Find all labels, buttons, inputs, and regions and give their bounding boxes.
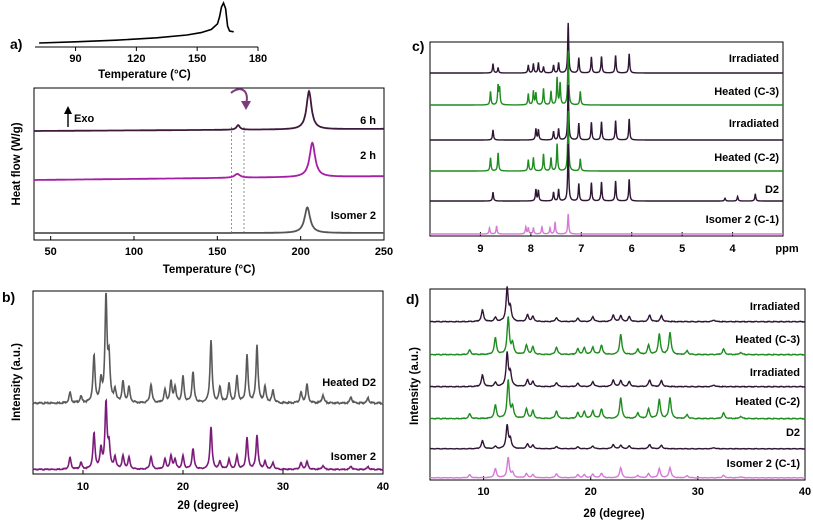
panel-d-y-axis-title: Intensity (a.u.) bbox=[409, 347, 421, 425]
panel-a-dsc: 50 100 150 200 250 Temperature (°C) Heat flow … bbox=[11, 87, 393, 276]
nmr-curve-5 bbox=[430, 213, 783, 235]
panel-c-x-tick-label-7: 7 bbox=[578, 243, 584, 255]
panel-a-x-tick-label-250: 250 bbox=[375, 246, 393, 258]
pxrd-d-curve-3 bbox=[429, 379, 806, 420]
curved-arrow-head bbox=[241, 101, 251, 110]
panel-a-frame bbox=[33, 87, 385, 241]
panel-b-frame bbox=[32, 290, 384, 475]
pxrd-b-label-isomer-2: Isomer 2 bbox=[331, 451, 376, 463]
pxrd-d-curve-4 bbox=[429, 424, 806, 450]
panel-a-x-axis-title: Temperature (°C) bbox=[163, 264, 256, 276]
pxrd-d-curve-0 bbox=[429, 286, 806, 324]
nmr-label-5: Isomer 2 (C-1) bbox=[706, 214, 780, 226]
dsc-label-2-h: 2 h bbox=[360, 150, 376, 162]
panel-c-frame bbox=[429, 41, 784, 237]
nmr-curve-1 bbox=[430, 50, 783, 106]
panel-d-x-axis-title: 2θ (degree) bbox=[583, 508, 644, 520]
panel-c-x-tick-label-8: 8 bbox=[528, 243, 534, 255]
nmr-label-0: Irradiated bbox=[729, 53, 779, 65]
panel-d-x-tick-label-30: 30 bbox=[692, 486, 704, 498]
panel-d-label: d) bbox=[406, 291, 419, 307]
inset-x-tick-label-120: 120 bbox=[127, 53, 145, 65]
panel-b-pxrd: b) 10 20 30 40 2θ (degree) Intensity (a.u.) He… bbox=[2, 289, 389, 512]
panel-c-x-unit: ppm bbox=[775, 243, 798, 255]
exo-arrow-head bbox=[64, 106, 72, 114]
panel-b-label: b) bbox=[2, 289, 15, 305]
nmr-label-2: Irradiated bbox=[729, 118, 779, 130]
panel-b-x-tick-label-10: 10 bbox=[77, 481, 89, 493]
dsc-label-isomer-2: Isomer 2 bbox=[331, 210, 376, 222]
panel-d-x-tick-label-10: 10 bbox=[477, 486, 489, 498]
panel-b-x-tick-label-40: 40 bbox=[377, 481, 389, 493]
panel-c-x-tick-label-4: 4 bbox=[730, 243, 737, 255]
nmr-label-4: D2 bbox=[765, 184, 779, 196]
panel-a-x-tick-label-200: 200 bbox=[291, 246, 309, 258]
panel-a-x-tick-label-100: 100 bbox=[125, 246, 143, 258]
pxrd-d-curve-5 bbox=[429, 456, 806, 479]
nmr-curve-3 bbox=[430, 110, 783, 172]
panel-c-nmr: c) 9 8 7 6 5 4 ppm Irradiated Heated (C-3) Irradi… bbox=[412, 22, 799, 255]
nmr-curve-2 bbox=[430, 84, 783, 141]
pxrd-b-label-heated-d2: Heated D2 bbox=[322, 377, 376, 389]
inset-x-tick-label-180: 180 bbox=[249, 53, 267, 65]
panel-c-x-tick-label-6: 6 bbox=[629, 243, 635, 255]
pxrd-d-curve-1 bbox=[429, 316, 806, 356]
panel-d-pxrd: d) 10 20 30 40 2θ (degree) Intensity (a.u.) Ir… bbox=[406, 286, 811, 520]
dsc-label-6-h: 6 h bbox=[360, 115, 376, 127]
dsc-curve-6-h bbox=[34, 89, 384, 132]
pxrd-d-label-5: Isomer 2 (C-1) bbox=[727, 458, 801, 470]
inset-dsc-curve bbox=[39, 1, 234, 44]
panel-a-inset: a) 90 120 150 180 Temperature (°C) bbox=[10, 1, 267, 81]
panel-a-x-tick-label-50: 50 bbox=[45, 246, 57, 258]
pxrd-d-label-3: Heated (C-2) bbox=[735, 396, 800, 408]
curved-arrow bbox=[230, 88, 248, 105]
panel-d-x-tick-label-40: 40 bbox=[799, 486, 811, 498]
exo-label: Exo bbox=[74, 113, 94, 125]
pxrd-d-label-2: Irradiated bbox=[750, 367, 800, 379]
panel-a-x-tick-label-150: 150 bbox=[208, 246, 226, 258]
dsc-curve-isomer-2 bbox=[34, 206, 384, 234]
pxrd-b-curve-heated-d2 bbox=[32, 292, 384, 406]
pxrd-d-label-0: Irradiated bbox=[750, 301, 800, 313]
panel-b-x-tick-label-30: 30 bbox=[277, 481, 289, 493]
panel-c-x-tick-label-9: 9 bbox=[477, 243, 483, 255]
pxrd-b-curve-isomer-2 bbox=[32, 398, 384, 471]
panel-a-y-axis-title: Heat flow (W/g) bbox=[11, 122, 23, 205]
panel-c-x-tick-label-5: 5 bbox=[679, 243, 685, 255]
panel-b-x-axis-title: 2θ (degree) bbox=[177, 500, 238, 512]
panel-a-label: a) bbox=[10, 36, 22, 52]
panel-b-y-axis-title: Intensity (a.u.) bbox=[11, 343, 23, 421]
panel-b-x-tick-label-20: 20 bbox=[177, 481, 189, 493]
panel-d-x-tick-label-20: 20 bbox=[585, 486, 597, 498]
panel-d-frame bbox=[429, 288, 806, 481]
nmr-label-3: Heated (C-2) bbox=[714, 152, 779, 164]
inset-x-axis-title: Temperature (°C) bbox=[98, 69, 191, 81]
pxrd-d-curve-2 bbox=[429, 351, 806, 389]
pxrd-d-label-1: Heated (C-3) bbox=[735, 334, 800, 346]
dsc-curve-2-h bbox=[34, 141, 384, 181]
inset-x-tick-label-90: 90 bbox=[69, 53, 81, 65]
nmr-curve-4 bbox=[430, 143, 783, 202]
nmr-curve-0 bbox=[430, 22, 783, 74]
pxrd-d-label-4: D2 bbox=[786, 427, 800, 439]
inset-x-tick-label-150: 150 bbox=[188, 53, 206, 65]
panel-c-label: c) bbox=[412, 38, 424, 54]
nmr-label-1: Heated (C-3) bbox=[714, 86, 779, 98]
